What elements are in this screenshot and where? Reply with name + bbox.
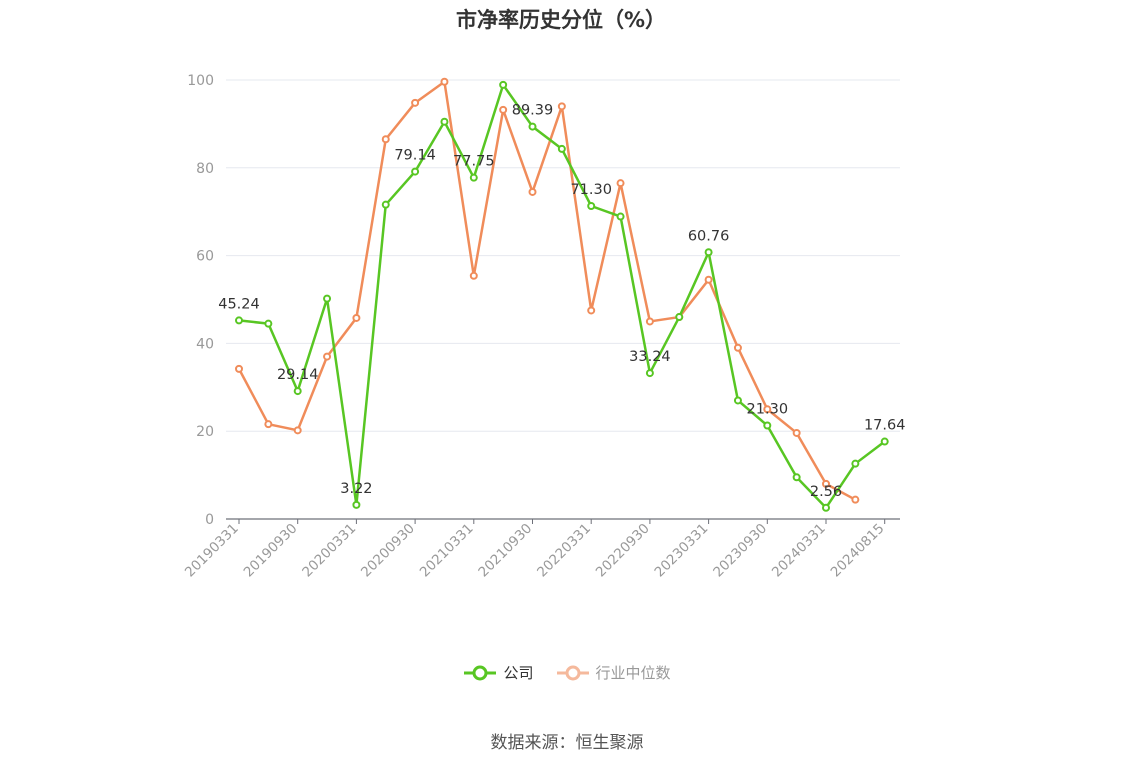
data-point-company xyxy=(763,421,772,430)
data-point-company xyxy=(235,316,243,325)
data-label: 21.30 xyxy=(747,401,789,417)
data-point-industry xyxy=(704,275,713,284)
data-point-industry xyxy=(528,187,537,196)
data-point-industry xyxy=(469,271,478,280)
data-point-industry xyxy=(235,364,243,373)
y-tick-label: 0 xyxy=(205,512,214,528)
x-tick-label: 20240815 xyxy=(828,521,888,581)
data-point-company xyxy=(880,437,889,446)
data-point-industry xyxy=(411,98,420,107)
data-point-company xyxy=(499,80,508,89)
data-point-company xyxy=(587,201,596,210)
legend-industry-icon xyxy=(556,665,589,680)
x-tick-label: 20200930 xyxy=(358,521,418,581)
x-tick-label: 20240331 xyxy=(769,521,829,581)
axes: 0 20 40 60 80 100 2019033120190930202003312020… xyxy=(182,73,900,580)
x-tick-label: 20190331 xyxy=(182,521,242,581)
data-label: 60.76 xyxy=(688,228,730,244)
legend-company-icon xyxy=(464,665,497,680)
data-point-industry xyxy=(587,306,596,315)
x-tick-label: 20220930 xyxy=(593,521,653,581)
data-point-industry xyxy=(733,343,742,352)
data-point-industry xyxy=(763,405,772,414)
data-point-industry xyxy=(557,102,566,111)
data-point-industry xyxy=(851,495,860,504)
data-point-industry xyxy=(792,428,801,437)
data-label: 33.24 xyxy=(629,349,671,365)
data-point-company xyxy=(733,396,742,405)
data-label: 3.22 xyxy=(340,481,372,497)
x-tick-label: 20210930 xyxy=(475,521,535,581)
data-point-company xyxy=(616,212,625,221)
data-label: 29.14 xyxy=(277,367,319,383)
data-point-company xyxy=(469,173,478,182)
legend-item-industry[interactable]: 行业中位数 xyxy=(556,662,671,683)
data-point-company xyxy=(381,200,390,209)
data-point-industry xyxy=(293,426,302,435)
data-point-industry xyxy=(440,77,449,86)
data-point-company xyxy=(264,319,273,328)
legend-label-industry: 行业中位数 xyxy=(595,664,671,682)
grid-lines xyxy=(226,79,900,432)
data-point-company xyxy=(440,117,449,126)
y-tick-label: 40 xyxy=(196,336,214,352)
data-point-industry xyxy=(381,135,390,144)
x-tick-label: 20220331 xyxy=(534,521,594,581)
legend: 公司 行业中位数 xyxy=(0,662,1134,683)
x-tick-label: 20200331 xyxy=(299,521,359,581)
data-label: 17.64 xyxy=(864,418,906,434)
data-source: 数据来源：恒生聚源 xyxy=(490,733,644,753)
data-point-company xyxy=(352,500,361,509)
data-label: 89.39 xyxy=(512,103,554,119)
data-point-industry xyxy=(352,313,361,322)
data-point-company xyxy=(293,387,302,396)
data-label: 71.30 xyxy=(570,182,612,198)
data-point-company xyxy=(411,167,420,176)
data-point-industry xyxy=(822,479,830,488)
data-point-industry xyxy=(645,317,654,326)
data-point-company xyxy=(528,122,537,131)
legend-item-company[interactable]: 公司 xyxy=(463,662,534,683)
data-point-company xyxy=(851,459,860,468)
x-tick-label: 20230930 xyxy=(710,521,770,581)
x-tick-label: 20190930 xyxy=(241,521,301,581)
data-label: 79.14 xyxy=(394,148,436,164)
data-label: 77.75 xyxy=(453,154,495,170)
series-lines xyxy=(235,77,889,512)
y-tick-label: 60 xyxy=(196,249,214,265)
x-tick-label: 20210331 xyxy=(417,521,477,581)
data-point-company xyxy=(792,473,801,482)
data-point-industry xyxy=(264,420,273,429)
data-label: 2.56 xyxy=(810,484,842,500)
data-labels: 45.24 29.14 3.22 79.14 77.75 89.39 71.30 33.24 6… xyxy=(218,103,905,500)
series-line-industry xyxy=(237,80,856,501)
data-point-industry xyxy=(323,352,332,361)
data-point-company xyxy=(645,369,654,378)
data-point-industry xyxy=(499,105,508,114)
y-tick-label: 20 xyxy=(196,424,214,440)
data-point-company xyxy=(704,248,713,257)
data-point-company xyxy=(822,503,830,512)
x-tick-label: 20230331 xyxy=(652,521,712,581)
chart-title: 市净率历史分位（%） xyxy=(455,8,667,32)
legend-label-company: 公司 xyxy=(503,664,534,682)
y-tick-label: 80 xyxy=(196,161,214,177)
data-point-industry xyxy=(616,179,625,188)
data-point-company xyxy=(323,294,332,303)
data-point-company xyxy=(557,144,566,153)
y-tick-label: 100 xyxy=(187,73,214,89)
data-label: 45.24 xyxy=(218,296,260,312)
data-point-company xyxy=(675,313,684,322)
